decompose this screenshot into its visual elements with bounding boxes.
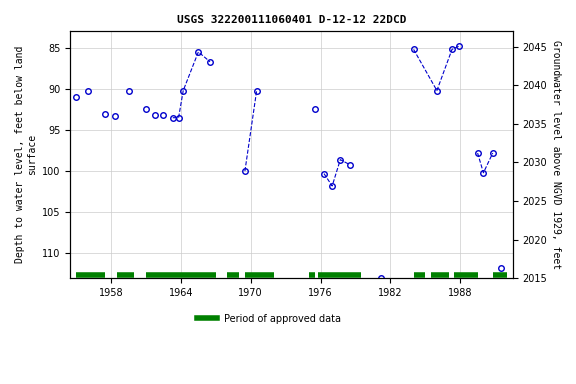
Title: USGS 322200111060401 D-12-12 22DCD: USGS 322200111060401 D-12-12 22DCD — [177, 15, 406, 25]
Y-axis label: Groundwater level above NGVD 1929, feet: Groundwater level above NGVD 1929, feet — [551, 40, 561, 269]
Legend: Period of approved data: Period of approved data — [194, 310, 346, 328]
Y-axis label: Depth to water level, feet below land
surface: Depth to water level, feet below land su… — [15, 46, 37, 263]
